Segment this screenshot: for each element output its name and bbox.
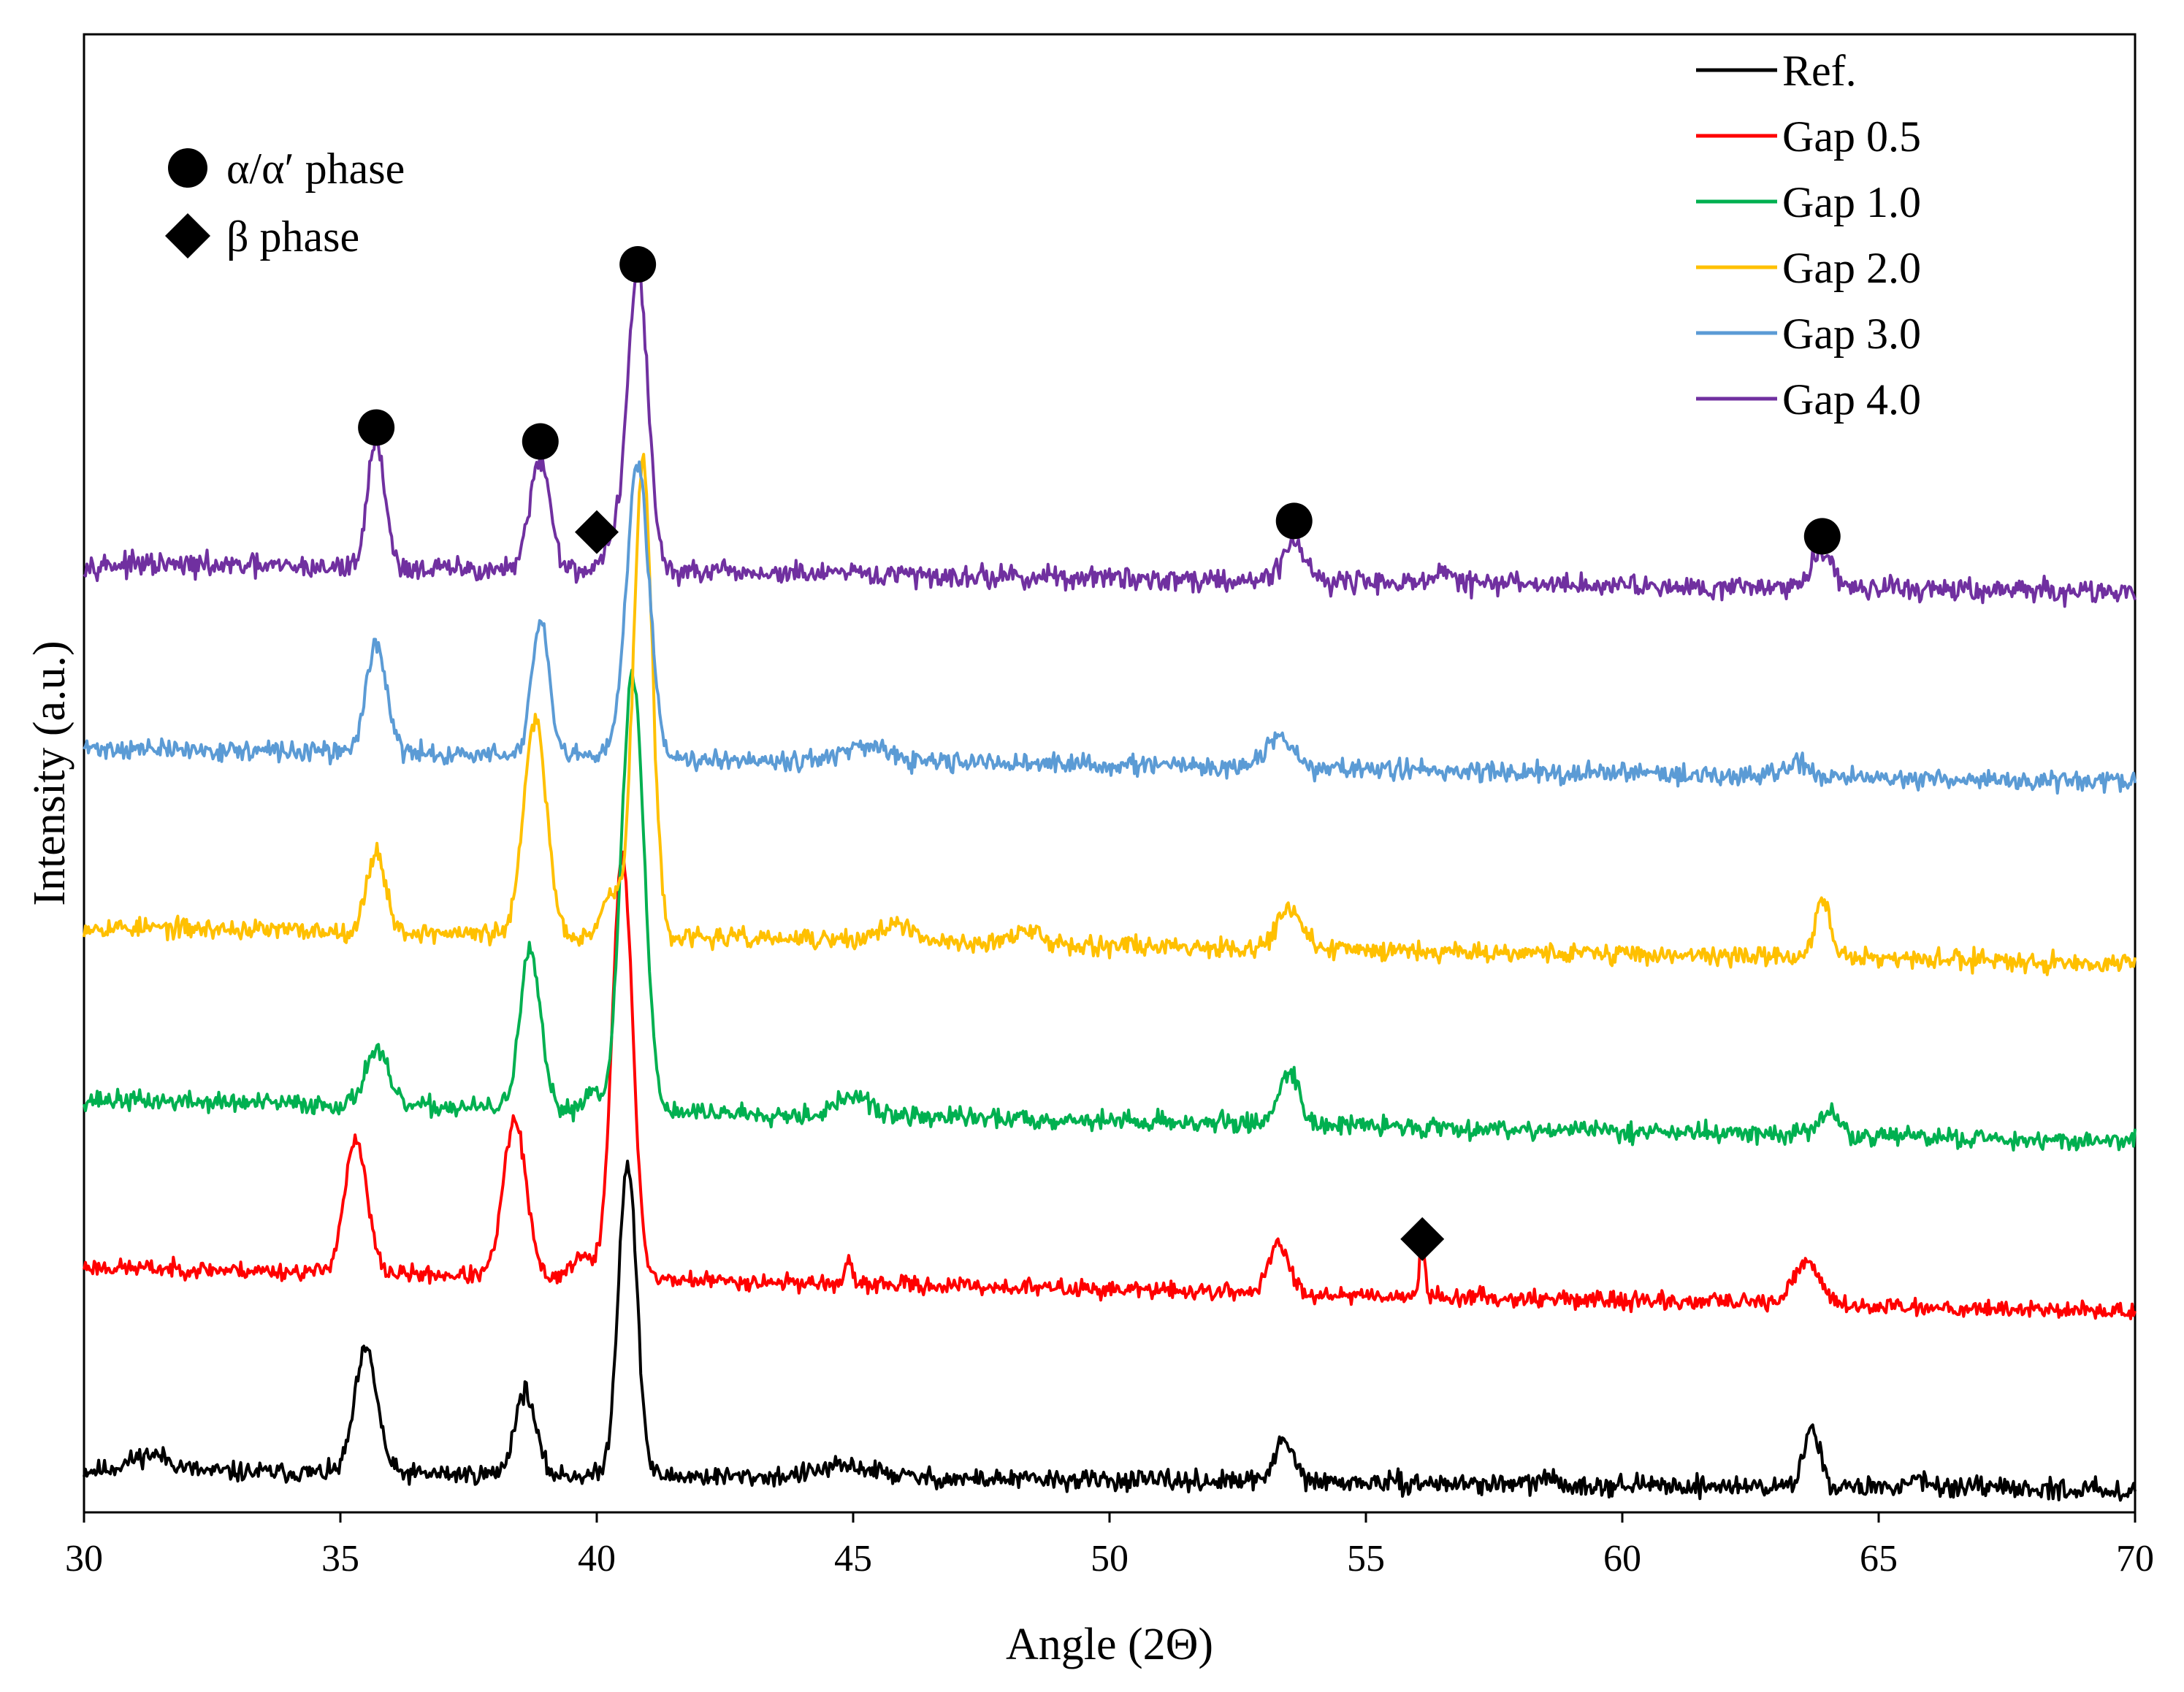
legend-label-gap-4-0: Gap 4.0	[1782, 375, 1921, 424]
phase-legend-label: β phase	[226, 213, 359, 261]
x-axis	[83, 1511, 2137, 1523]
series-line-ref	[83, 1160, 2137, 1502]
y-axis-title: Intensity (a.u.)	[25, 640, 75, 906]
series-line-gap-1-0	[83, 668, 2137, 1152]
legend-label-gap-3-0: Gap 3.0	[1782, 310, 1921, 358]
series-legend: Ref. Gap 0.5 Gap 1.0 Gap 2.0 Gap 3.0 Gap 4.0	[1696, 47, 1921, 424]
phase-legend: α/α′ phase β phase	[165, 145, 405, 261]
alpha-phase-marker	[522, 423, 559, 460]
phase-legend-label: α/α′ phase	[226, 145, 405, 193]
alpha-phase-marker	[358, 409, 395, 446]
beta-phase-marker	[575, 510, 619, 554]
series-line-gap-4-0	[83, 264, 2137, 608]
alpha-phase-marker	[619, 246, 657, 283]
x-tick-label-60: 60	[1603, 1538, 1641, 1580]
phase-legend-circle-icon	[168, 148, 207, 188]
x-tick-labels: 30 35 40 45 50 55 60 65 70	[65, 1538, 2154, 1580]
series-layer	[83, 264, 2137, 1502]
beta-phase-marker	[1400, 1217, 1445, 1261]
legend-label-gap-2-0: Gap 2.0	[1782, 244, 1921, 292]
series-line-gap-3-0	[83, 460, 2137, 795]
x-tick-label-65: 65	[1860, 1538, 1898, 1580]
series-line-gap-0-5	[83, 850, 2137, 1320]
x-tick-label-45: 45	[834, 1538, 872, 1580]
alpha-phase-marker	[1803, 518, 1841, 555]
x-tick-label-70: 70	[2116, 1538, 2154, 1580]
x-tick-label-55: 55	[1347, 1538, 1385, 1580]
series-line-gap-2-0	[83, 453, 2137, 976]
x-tick-label-40: 40	[578, 1538, 616, 1580]
x-tick-label-50: 50	[1091, 1538, 1129, 1580]
x-tick-label-35: 35	[321, 1538, 359, 1580]
x-tick-label-30: 30	[65, 1538, 103, 1580]
alpha-phase-marker	[1275, 502, 1313, 540]
legend-label-gap-0-5: Gap 0.5	[1782, 112, 1921, 161]
legend-label-ref: Ref.	[1782, 47, 1857, 95]
phase-legend-diamond-icon	[165, 213, 210, 259]
legend-label-gap-1-0: Gap 1.0	[1782, 178, 1921, 226]
x-axis-title: Angle (2Θ)	[1006, 1620, 1213, 1669]
phase-markers	[358, 246, 1841, 1261]
